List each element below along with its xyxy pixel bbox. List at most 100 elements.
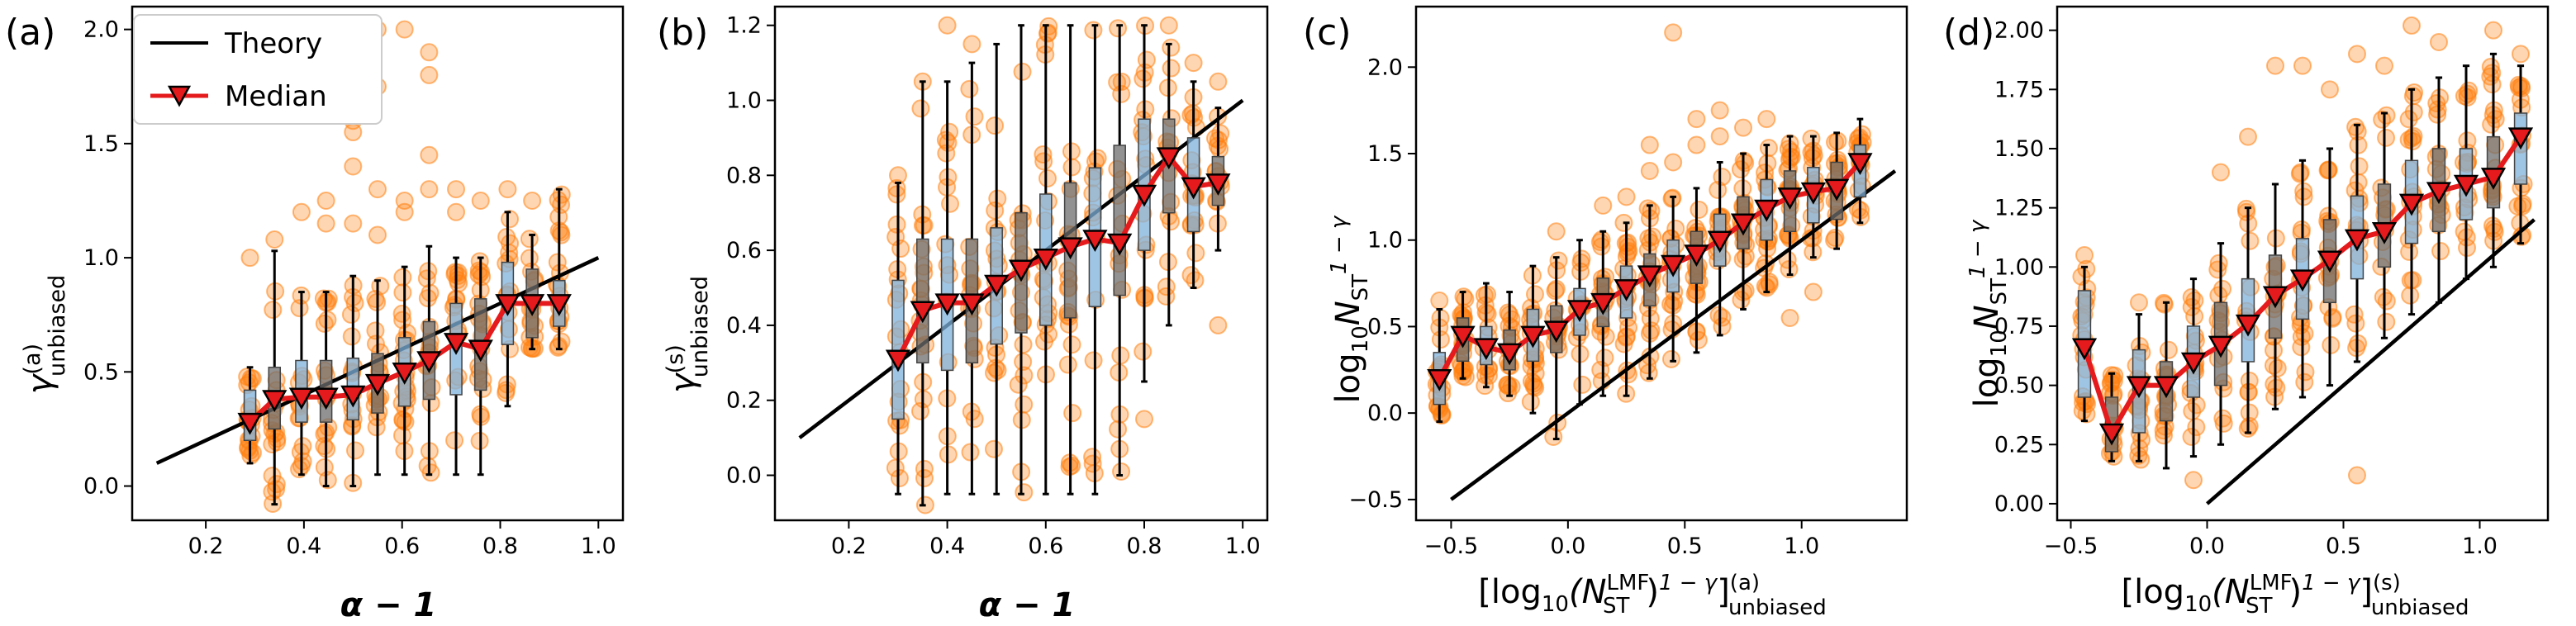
scatter-point: [2212, 163, 2230, 182]
median-marker: [416, 351, 442, 374]
scatter-point: [2293, 56, 2312, 75]
scatter-point: [1736, 154, 1755, 173]
scatter-point: [1526, 378, 1545, 397]
scatter-point: [1134, 69, 1153, 88]
panel-c-xlabel-open: [log: [1478, 573, 1542, 611]
x-tick-label: 1.0: [2462, 534, 2498, 559]
scatter-point: [960, 79, 979, 98]
panel-d-plot: [2071, 16, 2536, 505]
median-marker: [1637, 265, 1663, 288]
scatter-point: [393, 268, 412, 287]
panel-d-xlabel-exp: 1 − γ: [2302, 571, 2361, 595]
x-tick-label: 0.5: [2326, 534, 2361, 559]
x-tick-label: 1.0: [1225, 534, 1261, 559]
scatter-point: [368, 225, 387, 244]
box-plot: [1713, 160, 1727, 337]
scatter-point: [1804, 282, 1823, 301]
panel-b-xlabel: α − 1: [979, 586, 1076, 623]
y-tick-label: 0.6: [726, 238, 762, 263]
scatter-point: [1162, 59, 1181, 78]
x-tick-label: 0.8: [482, 534, 518, 559]
scatter-point: [318, 293, 337, 312]
scatter-point: [2345, 305, 2364, 324]
legend: Theory Median: [133, 14, 383, 125]
scatter-point: [2481, 58, 2500, 77]
scatter-point: [1802, 143, 1821, 162]
median-marker: [1823, 178, 1850, 202]
scatter-point: [2266, 56, 2284, 75]
scatter-point: [1664, 153, 1683, 172]
scatter-point: [915, 459, 934, 478]
x-tick-label: 0.0: [1550, 534, 1585, 559]
scatter-point: [2130, 293, 2148, 312]
box-plot: [916, 80, 929, 507]
y-tick-label: 1.5: [83, 131, 119, 157]
y-tick-label: 0.75: [1994, 314, 2044, 339]
scatter-point: [2349, 173, 2368, 192]
panel-a-marks: [155, 20, 600, 513]
scatter-point: [1062, 335, 1081, 354]
scatter-point: [1210, 140, 1229, 159]
median-marker: [1520, 325, 1546, 349]
scatter-point: [2375, 56, 2393, 75]
scatter-point: [1009, 375, 1028, 394]
panel-d-ylabel: log10NST1 − γ: [1965, 219, 2012, 407]
x-tick-label: 0.5: [1667, 534, 1703, 559]
scatter-point: [1109, 420, 1128, 439]
scatter-point: [315, 437, 334, 456]
scatter-point: [1184, 54, 1203, 73]
y-tick-label: 0.8: [726, 163, 762, 188]
scatter-point: [2401, 286, 2420, 305]
panel-d-xlabel-sub-unb: unbiased: [2371, 595, 2469, 620]
scatter-point: [2184, 471, 2203, 490]
panel-d-xlabel-sub-st: ST: [2246, 594, 2273, 619]
scatter-point: [523, 191, 542, 210]
x-tick-label: 0.4: [286, 534, 321, 559]
y-tick-label: 0.2: [726, 388, 762, 414]
scatter-point: [1640, 135, 1659, 154]
panel-b-ylabel: γ(s)unbiased: [663, 276, 713, 393]
median-marker: [1496, 343, 1523, 366]
scatter-point: [940, 122, 959, 141]
scatter-point: [915, 216, 934, 235]
panel-c-xlabel-sub-unb: unbiased: [1728, 595, 1827, 620]
scatter-point: [1135, 410, 1153, 429]
median-marker: [934, 293, 960, 316]
scatter-point: [263, 467, 282, 486]
median-marker: [1543, 320, 1569, 344]
legend-theory-label: Theory: [224, 27, 322, 60]
box-plot: [891, 181, 905, 496]
median-marker: [959, 293, 985, 316]
theory-line: [2206, 218, 2536, 505]
median-marker: [2262, 286, 2288, 309]
panel-d-ylabel-exp: 1 − γ: [1965, 219, 1990, 278]
scatter-point: [2265, 341, 2284, 360]
scatter-point: [1014, 353, 1033, 372]
y-tick-label: 0.25: [1994, 432, 2044, 458]
scatter-point: [941, 194, 960, 213]
scatter-point: [1013, 62, 1032, 81]
scatter-point: [890, 469, 909, 488]
scatter-point: [292, 202, 311, 221]
median-marker: [443, 333, 469, 355]
scatter-point: [1573, 375, 1592, 394]
scatter-point: [1137, 50, 1156, 69]
x-tick-label: 0.2: [188, 534, 224, 559]
median-marker: [2126, 376, 2152, 399]
median-marker: [1660, 254, 1686, 277]
box-plot: [1138, 24, 1151, 383]
scatter-point: [2295, 324, 2314, 343]
legend-median-label: Median: [225, 80, 327, 113]
scatter-point: [1734, 118, 1752, 137]
scatter-point: [2072, 267, 2091, 286]
scatter-point: [1109, 19, 1128, 38]
scatter-point: [421, 463, 440, 482]
y-tick-label: 0.5: [83, 359, 119, 385]
scatter-point: [1687, 135, 1706, 154]
scatter-point: [341, 305, 360, 324]
scatter-point: [1662, 189, 1681, 208]
scatter-point: [1499, 375, 1518, 394]
scatter-point: [889, 166, 907, 185]
scatter-point: [1015, 395, 1034, 414]
scatter-point: [316, 191, 335, 210]
